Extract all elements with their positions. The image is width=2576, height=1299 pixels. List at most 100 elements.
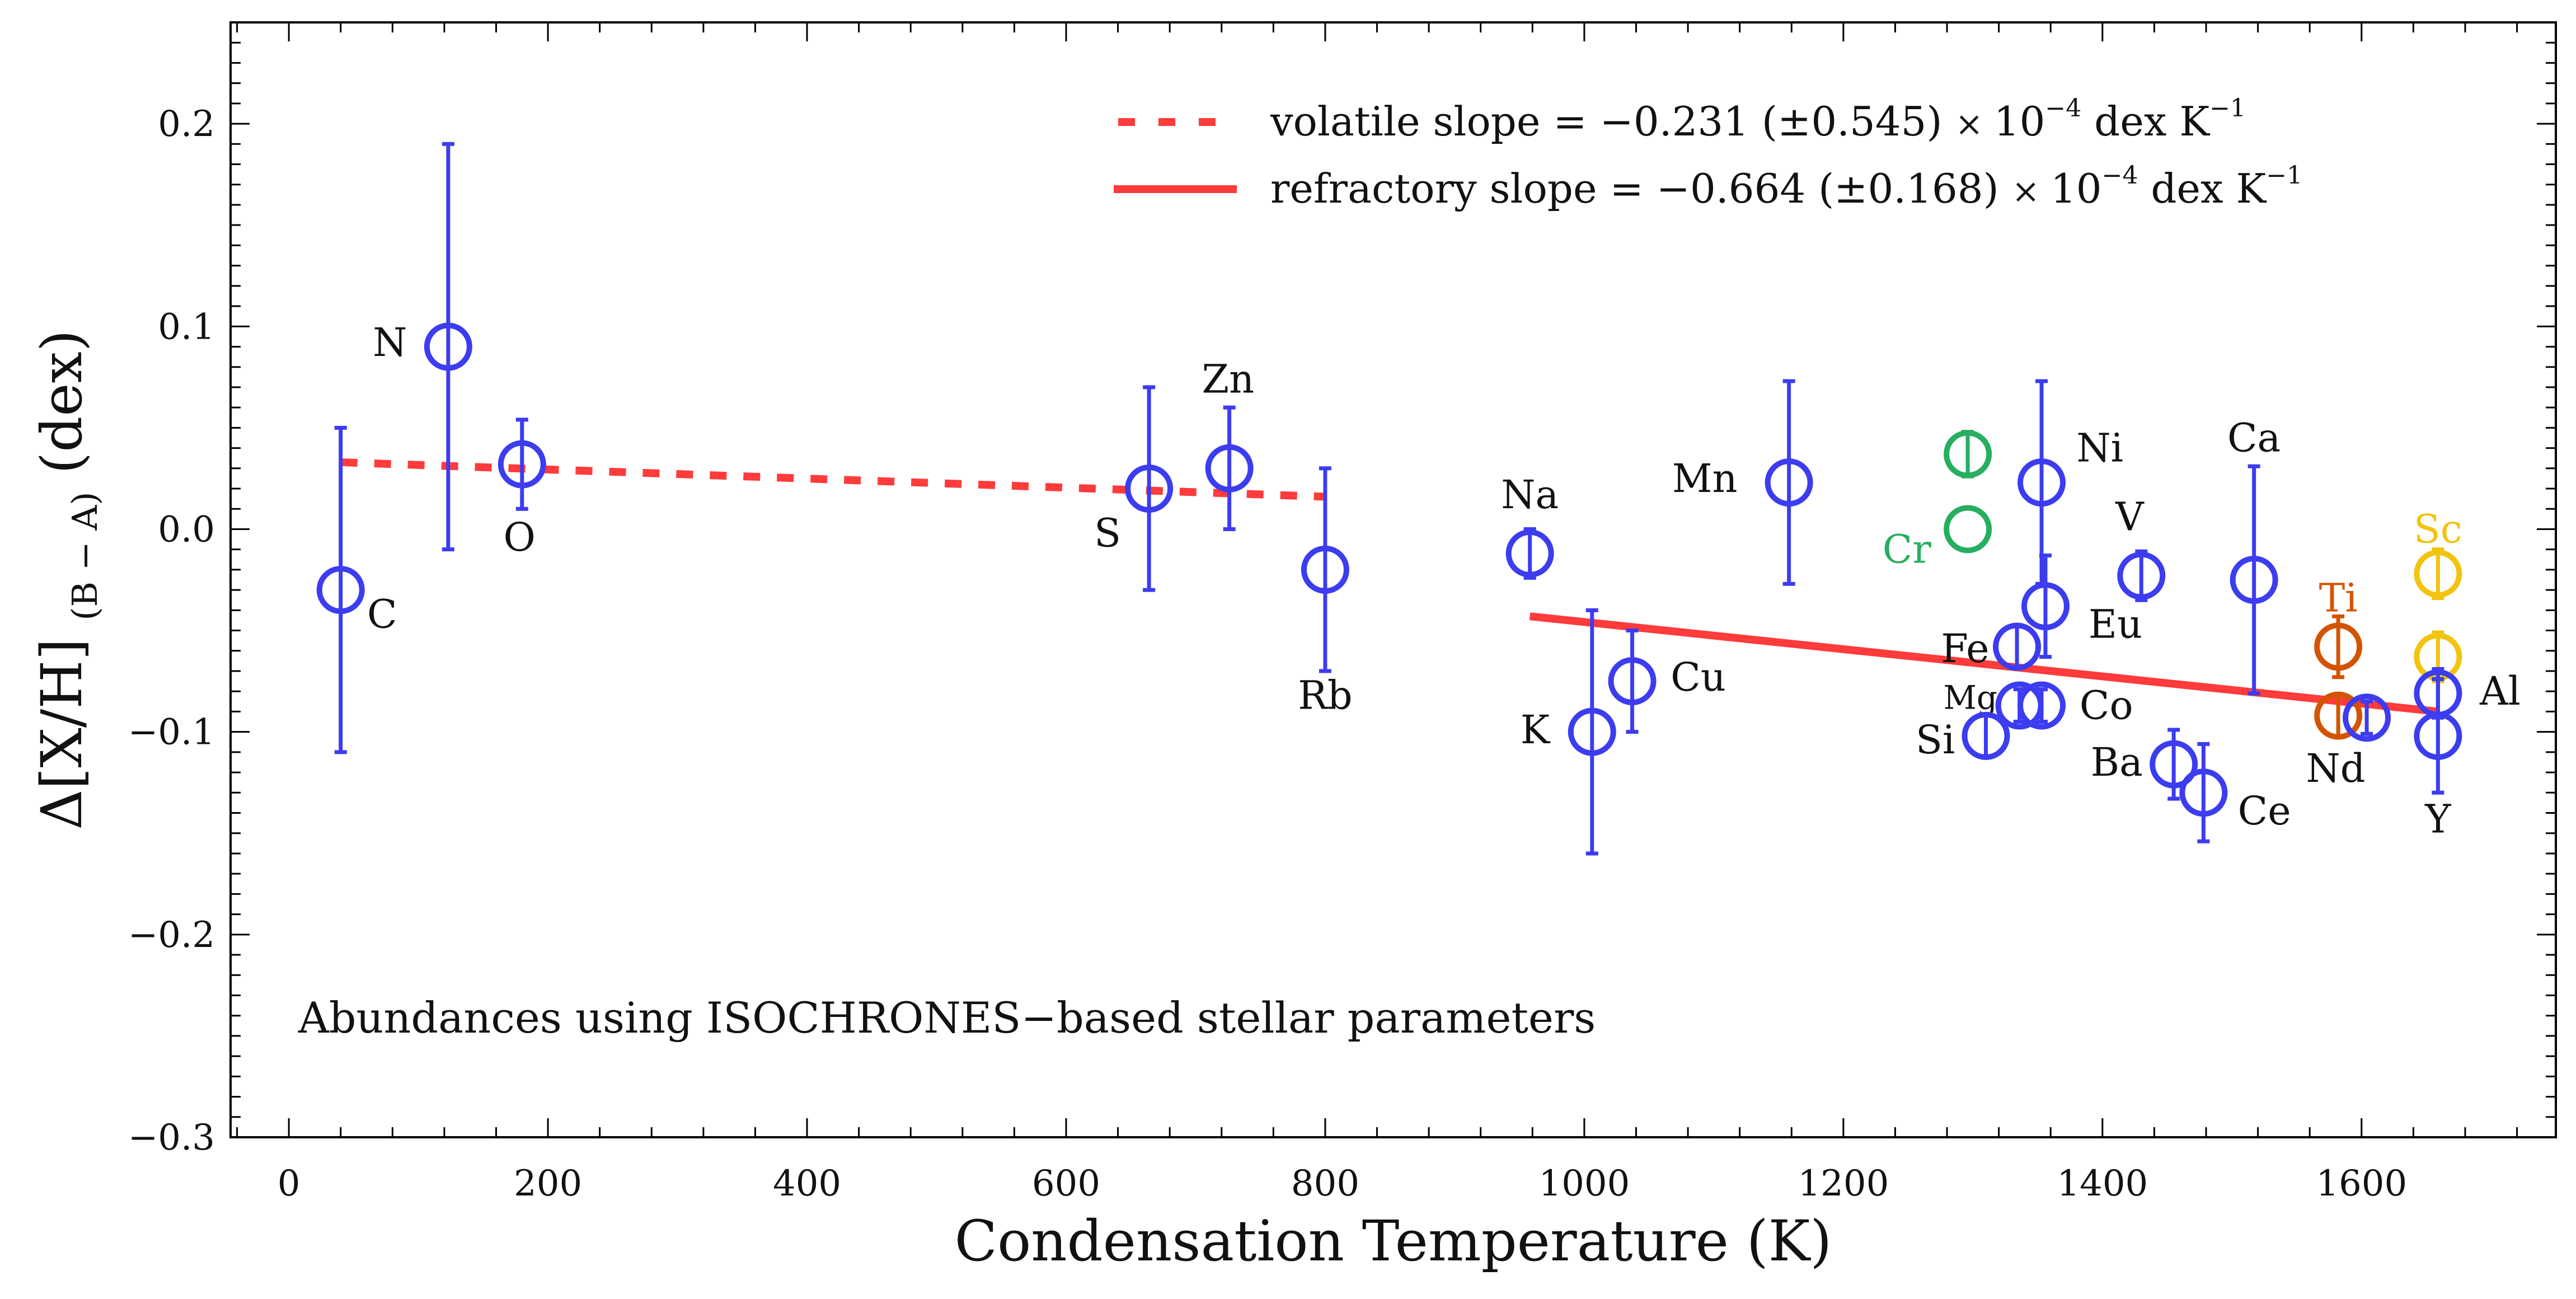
volatile-fit-line	[340, 458, 1326, 501]
x-tick-label: 400	[773, 1163, 841, 1204]
data-point-eu: Eu	[2021, 554, 2142, 659]
data-point-cr: Cr	[1883, 505, 1992, 573]
data-point-fe: Fe	[1941, 622, 2042, 672]
marker-circle	[1608, 657, 1657, 706]
x-tick-label: 1400	[2057, 1163, 2148, 1204]
data-point-n: N	[373, 142, 472, 552]
element-label: Ti	[2319, 575, 2358, 621]
element-label: Na	[1501, 472, 1559, 518]
element-label: Ni	[2076, 425, 2123, 471]
data-point-unlabeled-24	[2343, 693, 2391, 742]
marker-circle	[2179, 768, 2228, 817]
element-label: Nd	[2306, 745, 2365, 791]
marker-circle	[2314, 691, 2363, 740]
marker-circle	[1944, 505, 1992, 554]
refractory-fit-line	[1529, 612, 2439, 716]
data-point-ti: Ti	[2314, 575, 2363, 679]
element-label: Mn	[1672, 456, 1738, 501]
data-point-sc: Sc	[2414, 506, 2462, 601]
element-label: Y	[2424, 796, 2451, 842]
x-tick-label: 1600	[2316, 1163, 2407, 1204]
data-point-y: Y	[2414, 677, 2462, 842]
element-label: Eu	[2089, 602, 2142, 648]
data-point-nd: Nd	[2306, 691, 2366, 791]
x-tick-label: 1000	[1538, 1163, 1630, 1204]
y-tick-label: 0.2	[158, 104, 215, 145]
data-point-v: V	[2115, 494, 2166, 602]
data-point-ce: Ce	[2179, 742, 2291, 843]
x-tick-label: 600	[1032, 1163, 1100, 1204]
marker-circle	[498, 440, 546, 489]
data-point-ba: Ba	[2091, 728, 2198, 801]
legend-entry-1: volatile slope = −0.231 (±0.545) × 10−4 …	[1118, 94, 2246, 145]
data-point-co: Co	[2017, 681, 2133, 730]
marker-circle	[2414, 550, 2462, 598]
data-point-na: Na	[1501, 472, 1559, 580]
x-tick-label: 200	[514, 1163, 582, 1204]
legend: volatile slope = −0.231 (±0.545) × 10−4 …	[1114, 94, 2302, 212]
marker-circle	[2230, 556, 2278, 604]
marker-circle	[1125, 465, 1174, 513]
y-tick-label: −0.2	[128, 915, 215, 956]
x-axis-title: Condensation Temperature (K)	[955, 1208, 1832, 1274]
marker-circle	[2017, 681, 2066, 730]
data-point-cu: Cu	[1608, 629, 1726, 734]
element-label: Rb	[1298, 672, 1353, 718]
element-label: K	[1521, 707, 1551, 753]
element-label: Al	[2479, 668, 2521, 714]
y-tick-label: −0.1	[128, 712, 215, 753]
data-point-c: C	[316, 425, 397, 754]
marker-circle	[2017, 458, 2066, 507]
marker-circle	[1765, 458, 1813, 507]
element-label: Zn	[1202, 356, 1255, 402]
plot-frame-rect	[229, 21, 2557, 1138]
x-tick-label: 800	[1291, 1163, 1359, 1204]
marker-circle	[2314, 622, 2363, 671]
element-label: O	[503, 514, 535, 560]
marker-circle	[1505, 529, 1554, 578]
element-label: Fe	[1941, 626, 1989, 672]
element-label: Si	[1916, 717, 1955, 763]
element-label: C	[367, 592, 397, 637]
marker-circle	[2414, 711, 2462, 760]
element-label: Ca	[2227, 415, 2281, 461]
element-label: Co	[2080, 683, 2133, 729]
marker-circle	[2343, 693, 2391, 742]
axis-ticks	[231, 21, 2556, 1138]
element-label: S	[1094, 510, 1121, 556]
element-label: Cr	[1883, 527, 1932, 573]
marker-circle	[316, 566, 365, 615]
fit-lines	[340, 458, 2439, 716]
legend-label: volatile slope = −0.231 (±0.545) × 10−4 …	[1270, 94, 2246, 145]
data-point-s: S	[1094, 385, 1174, 592]
marker-circle	[2150, 740, 2198, 789]
data-point-zn: Zn	[1202, 356, 1255, 531]
data-point-ni: Ni	[2017, 379, 2123, 586]
data-point-si: Si	[1916, 711, 2010, 763]
y-tick-label: −0.3	[128, 1117, 215, 1159]
marker-circle	[1993, 622, 2042, 671]
element-label: Mg	[1943, 678, 1997, 716]
data-point-unlabeled-11	[1944, 430, 1992, 479]
data-point-ca: Ca	[2227, 415, 2281, 696]
y-tick-label: 0.0	[158, 509, 215, 550]
legend-label: refractory slope = −0.664 (±0.168) × 10−…	[1270, 161, 2302, 212]
data-point-mn: Mn	[1672, 379, 1813, 586]
marker-circle	[1962, 711, 2010, 760]
element-label: Sc	[2414, 506, 2462, 552]
marker-circle	[1205, 444, 1254, 493]
marker-circle	[424, 322, 472, 371]
y-tick-label: 0.1	[158, 306, 215, 348]
element-label: Ce	[2238, 788, 2291, 834]
element-label: V	[2115, 494, 2145, 540]
marker-circle	[1301, 545, 1349, 594]
y-axis-title: Δ[X/H] (B − A) (dex)	[29, 330, 105, 830]
marker-circle	[1944, 430, 1992, 479]
marker-circle	[2021, 582, 2070, 631]
element-label: Ba	[2091, 739, 2143, 785]
annotation-text: Abundances using ISOCHRONES−based stella…	[298, 993, 1596, 1043]
plot-frame	[229, 21, 2557, 1138]
data-point-mg: Mg	[1943, 678, 2044, 730]
